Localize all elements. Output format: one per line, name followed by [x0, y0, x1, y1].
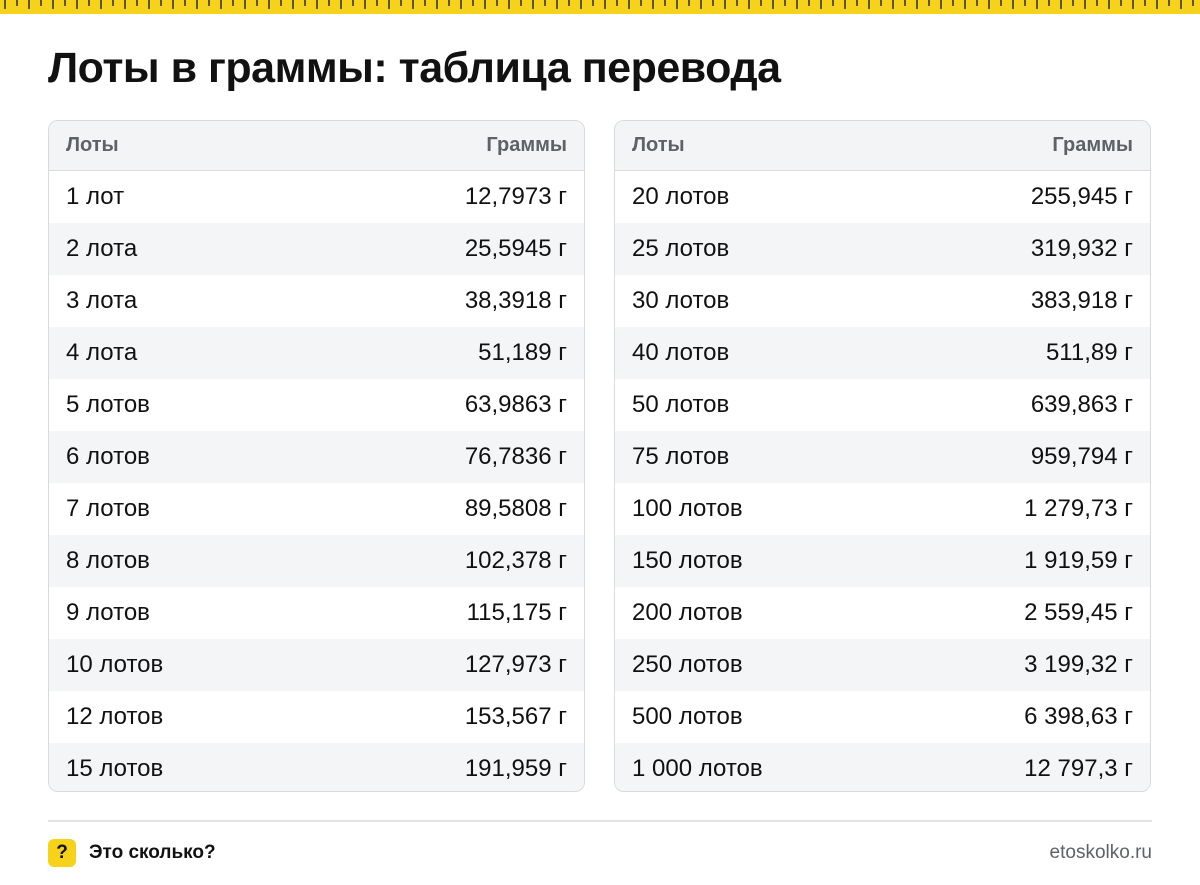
grams-cell: 89,5808 г	[464, 495, 567, 522]
table-row: 25 лотов 319,932 г	[615, 223, 1150, 275]
grams-cell: 959,794 г	[1030, 443, 1133, 470]
table-row: 12 лотов 153,567 г	[49, 691, 584, 743]
lots-cell: 50 лотов	[632, 391, 730, 418]
table-row: 1 000 лотов 12 797,3 г	[615, 743, 1150, 791]
grams-cell: 191,959 г	[464, 755, 567, 782]
brand-name: Это сколько?	[89, 842, 216, 863]
table-row: 20 лотов 255,945 г	[615, 171, 1150, 223]
grams-cell: 115,175 г	[466, 599, 567, 626]
grams-cell: 63,9863 г	[464, 391, 567, 418]
conversion-table-left: Лоты Граммы 1 лот 12,7973 г 2 лота 25,5945 …	[48, 120, 585, 792]
table-row: 8 лотов 102,378 г	[49, 535, 584, 587]
grams-cell: 76,7836 г	[464, 443, 567, 470]
grams-cell: 2 559,45 г	[1024, 599, 1133, 626]
table-body: 20 лотов 255,945 г 25 лотов 319,932 г 30 лот…	[615, 171, 1150, 791]
column-header-grams: Граммы	[486, 134, 567, 156]
grams-cell: 383,918 г	[1030, 287, 1133, 314]
column-header-grams: Граммы	[1052, 134, 1133, 156]
lots-cell: 40 лотов	[632, 339, 730, 366]
lots-cell: 30 лотов	[632, 287, 730, 314]
grams-cell: 639,863 г	[1030, 391, 1133, 418]
table-row: 3 лота 38,3918 г	[49, 275, 584, 327]
lots-cell: 10 лотов	[66, 651, 164, 678]
site-link[interactable]: etoskolko.ru	[1049, 842, 1152, 863]
table-row: 1 лот 12,7973 г	[49, 171, 584, 223]
table-row: 500 лотов 6 398,63 г	[615, 691, 1150, 743]
column-header-lots: Лоты	[66, 134, 119, 156]
lots-cell: 1 лот	[66, 183, 125, 210]
grams-cell: 102,378 г	[464, 547, 567, 574]
grams-cell: 127,973 г	[464, 651, 567, 678]
table-row: 2 лота 25,5945 г	[49, 223, 584, 275]
lots-cell: 250 лотов	[632, 651, 743, 678]
table-row: 100 лотов 1 279,73 г	[615, 483, 1150, 535]
table-row: 10 лотов 127,973 г	[49, 639, 584, 691]
lots-cell: 6 лотов	[66, 443, 150, 470]
lots-cell: 25 лотов	[632, 235, 730, 262]
lots-cell: 9 лотов	[66, 599, 150, 626]
grams-cell: 3 199,32 г	[1024, 651, 1133, 678]
grams-cell: 25,5945 г	[464, 235, 567, 262]
lots-cell: 1 000 лотов	[632, 755, 763, 782]
table-row: 7 лотов 89,5808 г	[49, 483, 584, 535]
lots-cell: 4 лота	[66, 339, 138, 366]
grams-cell: 319,932 г	[1030, 235, 1133, 262]
table-row: 200 лотов 2 559,45 г	[615, 587, 1150, 639]
footer-divider	[48, 820, 1152, 822]
column-header-lots: Лоты	[632, 134, 685, 156]
grams-cell: 12 797,3 г	[1024, 755, 1133, 782]
table-header: Лоты Граммы	[615, 121, 1150, 171]
lots-cell: 3 лота	[66, 287, 138, 314]
grams-cell: 1 919,59 г	[1024, 547, 1133, 574]
table-row: 250 лотов 3 199,32 г	[615, 639, 1150, 691]
table-row: 50 лотов 639,863 г	[615, 379, 1150, 431]
grams-cell: 12,7973 г	[464, 183, 567, 210]
grams-cell: 38,3918 г	[464, 287, 567, 314]
lots-cell: 8 лотов	[66, 547, 150, 574]
lots-cell: 7 лотов	[66, 495, 150, 522]
table-row: 15 лотов 191,959 г	[49, 743, 584, 791]
table-body: 1 лот 12,7973 г 2 лота 25,5945 г 3 лота 38,39…	[49, 171, 584, 791]
table-row: 4 лота 51,189 г	[49, 327, 584, 379]
lots-cell: 200 лотов	[632, 599, 743, 626]
table-row: 75 лотов 959,794 г	[615, 431, 1150, 483]
lots-cell: 75 лотов	[632, 443, 730, 470]
table-row: 6 лотов 76,7836 г	[49, 431, 584, 483]
lots-cell: 2 лота	[66, 235, 138, 262]
conversion-table-right: Лоты Граммы 20 лотов 255,945 г 25 лотов 319…	[614, 120, 1151, 792]
lots-cell: 100 лотов	[632, 495, 743, 522]
table-row: 5 лотов 63,9863 г	[49, 379, 584, 431]
grams-cell: 6 398,63 г	[1024, 703, 1133, 730]
grams-cell: 153,567 г	[464, 703, 567, 730]
grams-cell: 1 279,73 г	[1024, 495, 1133, 522]
ruler-strip	[0, 0, 1200, 14]
footer-brand[interactable]: ? Это сколько?	[48, 839, 216, 867]
page-title: Лоты в граммы: таблица перевода	[48, 44, 781, 92]
lots-cell: 12 лотов	[66, 703, 164, 730]
lots-cell: 5 лотов	[66, 391, 150, 418]
table-row: 150 лотов 1 919,59 г	[615, 535, 1150, 587]
grams-cell: 511,89 г	[1045, 339, 1133, 366]
ruler-ticks	[4, 0, 1194, 9]
lots-cell: 20 лотов	[632, 183, 730, 210]
grams-cell: 51,189 г	[478, 339, 567, 366]
table-row: 9 лотов 115,175 г	[49, 587, 584, 639]
lots-cell: 150 лотов	[632, 547, 743, 574]
lots-cell: 500 лотов	[632, 703, 743, 730]
table-row: 40 лотов 511,89 г	[615, 327, 1150, 379]
grams-cell: 255,945 г	[1030, 183, 1133, 210]
lots-cell: 15 лотов	[66, 755, 164, 782]
table-row: 30 лотов 383,918 г	[615, 275, 1150, 327]
table-header: Лоты Граммы	[49, 121, 584, 171]
question-mark-icon: ?	[48, 839, 76, 867]
